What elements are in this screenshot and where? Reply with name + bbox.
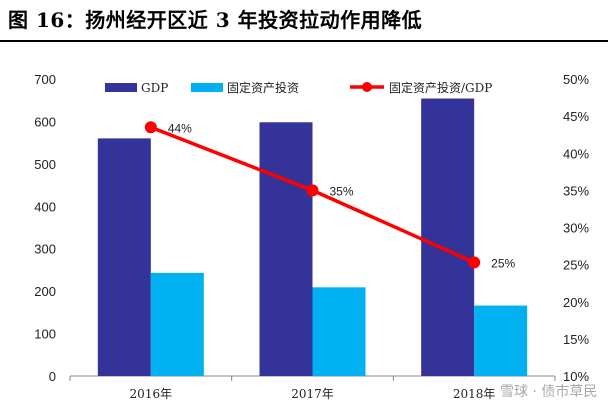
gdp-bar [97,138,151,376]
ratio-point [144,121,157,134]
y-tick-label: 500 [34,157,56,172]
legend-marker-ratio [362,82,372,92]
investment-bar [150,272,204,376]
ratio-data-label: 44% [168,121,192,135]
axes: 0 100 200 300 400 500 600 700 10% 15% 20% 25% 30% 35%… [34,72,589,401]
y-tick-label: 200 [34,284,56,299]
y-tick-label: 600 [34,114,56,129]
title-rule [0,40,608,42]
watermark: 雪球 · 债市草民 [500,383,597,400]
bars [97,98,528,376]
legend-label-ratio: 固定资产投资/GDP [389,80,492,95]
y2-tick-label: 40% [563,146,589,161]
y2-tick-label: 50% [563,72,589,87]
ratio-data-label: 25% [491,256,515,270]
ratio-point [468,256,481,269]
y-tick-label: 0 [49,369,56,384]
investment-bar [474,305,528,376]
y2-tick-label: 25% [563,258,589,273]
y-tick-label: 100 [34,327,56,342]
y2-tick-label: 35% [563,183,589,198]
y2-tick-label: 30% [563,221,589,236]
legend: GDP 固定资产投资 固定资产投资/GDP [105,80,492,95]
legend-swatch-investment [191,83,223,92]
legend-label-gdp: GDP [141,81,168,95]
ratio-data-label: 35% [330,184,354,198]
legend-label-investment: 固定资产投资 [227,80,299,95]
y2-tick-label: 20% [563,295,589,310]
gdp-bar [259,122,313,376]
y2-tick-label: 10% [563,369,589,384]
y2-tick-label: 45% [563,109,589,124]
y-tick-label: 300 [34,242,56,257]
y2-tick-label: 15% [563,332,589,347]
x-tick-label: 2017年 [291,387,334,401]
x-tick-label: 2018年 [453,387,496,401]
gdp-bar [421,98,475,376]
ratio-point [306,184,319,197]
y-tick-label: 400 [34,199,56,214]
legend-swatch-gdp [105,83,137,92]
ratio-line: 44% 35% 25% [144,121,516,270]
figure-title: 图 16：扬州经开区近 3 年投资拉动作用降低 [8,8,423,32]
y-tick-label: 700 [34,72,56,87]
x-tick-label: 2016年 [130,387,173,401]
investment-bar [312,287,366,376]
